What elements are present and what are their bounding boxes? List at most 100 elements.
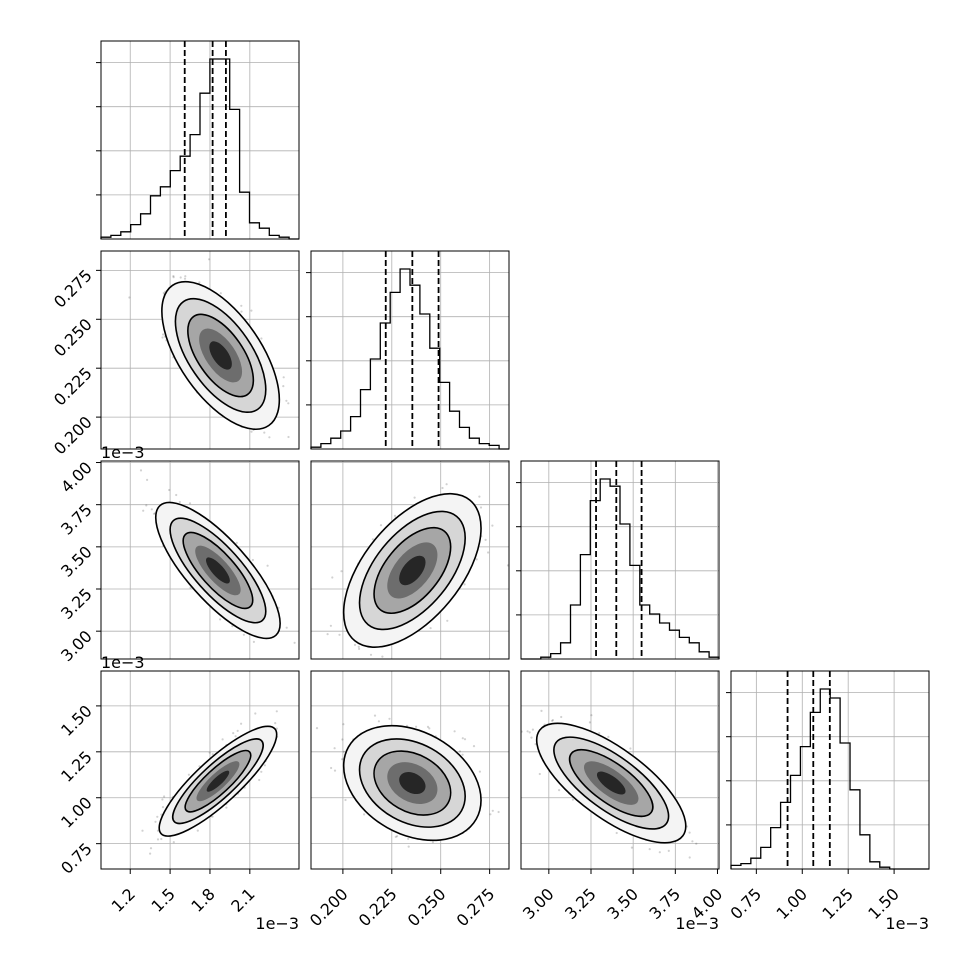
sample-point: [150, 508, 153, 511]
sample-point: [156, 838, 160, 841]
sample-point: [172, 276, 175, 279]
sample-point: [658, 851, 661, 854]
density-level: [209, 341, 232, 370]
sample-point: [315, 727, 319, 730]
sample-point: [234, 735, 237, 738]
sample-point: [236, 729, 239, 733]
sample-point: [326, 633, 329, 636]
contour-line: [174, 297, 267, 414]
sample-point: [491, 809, 494, 812]
sample-point: [175, 493, 178, 497]
sample-point: [139, 469, 143, 472]
sample-point: [240, 310, 243, 313]
panel-frame: [730, 670, 930, 870]
sample-point: [287, 402, 290, 405]
sample-point: [415, 725, 418, 728]
sample-point: [478, 495, 481, 498]
sample-point: [179, 276, 182, 279]
sample-point: [183, 277, 187, 280]
sample-point: [340, 570, 343, 573]
sample-point: [396, 835, 399, 838]
sample-point: [219, 618, 222, 621]
sample-point: [152, 512, 156, 515]
sample-point: [219, 292, 222, 295]
sample-point: [431, 841, 434, 844]
sample-point: [413, 496, 416, 499]
sample-point: [341, 758, 344, 761]
sample-point: [293, 641, 296, 644]
density-level: [206, 770, 230, 792]
sample-point: [484, 538, 487, 542]
sample-point: [551, 719, 555, 722]
sample-point: [240, 722, 243, 725]
sample-point: [461, 753, 464, 756]
sample-point: [282, 376, 285, 379]
contour-line: [373, 526, 452, 615]
panel-frame: [100, 40, 300, 240]
sample-point: [208, 258, 211, 261]
sample-point: [168, 488, 171, 492]
sample-point: [558, 789, 561, 792]
contour-line: [184, 749, 252, 813]
sample-point: [285, 626, 288, 629]
sample-point: [607, 735, 610, 739]
panel-frame: [310, 460, 510, 660]
panel-frame: [310, 670, 510, 870]
sample-point: [472, 745, 476, 748]
sample-point: [254, 712, 257, 715]
sample-point: [428, 727, 431, 730]
scatter-panel-0-3: [100, 670, 300, 870]
contour-line: [373, 750, 452, 816]
sample-point: [363, 813, 366, 816]
contour-line: [358, 738, 466, 828]
histogram-panel-2: [516, 460, 720, 660]
contour-line: [342, 724, 482, 842]
histogram-panel-3: [726, 670, 930, 870]
sample-point: [388, 717, 391, 720]
contour-line: [342, 492, 482, 648]
sample-point: [172, 275, 175, 278]
panel-frame: [100, 670, 300, 870]
sample-point: [461, 737, 464, 740]
sample-point: [373, 714, 377, 717]
sample-point: [211, 753, 214, 756]
sample-point: [275, 727, 278, 730]
sample-point: [242, 633, 245, 636]
contour-line: [187, 313, 255, 398]
sample-point: [475, 558, 478, 561]
panel-content: [141, 710, 279, 855]
scatter-panel-0-1: [100, 250, 300, 450]
sample-point: [235, 541, 238, 545]
sample-point: [282, 385, 285, 388]
histogram-step: [310, 268, 509, 450]
density-level: [205, 557, 230, 584]
sample-point: [225, 806, 228, 809]
sample-point: [149, 852, 152, 855]
contour-line: [158, 725, 278, 837]
sample-point: [526, 730, 529, 733]
contour-line: [154, 501, 281, 640]
sample-point: [453, 730, 456, 733]
sample-point: [377, 720, 380, 723]
sample-point: [381, 655, 384, 658]
panel-content: [128, 258, 290, 439]
sample-point: [208, 751, 211, 754]
sample-point: [161, 336, 164, 339]
sample-point: [458, 750, 461, 753]
sample-point: [221, 738, 224, 741]
sample-point: [598, 732, 601, 735]
panel-frame: [100, 460, 300, 660]
sample-point: [407, 845, 410, 848]
panel-frame: [520, 460, 720, 660]
sample-point: [429, 627, 432, 630]
sample-point: [250, 430, 253, 433]
sample-point: [250, 309, 253, 312]
sample-point: [196, 829, 199, 832]
sample-point: [211, 815, 214, 818]
sample-point: [251, 558, 254, 562]
sample-point: [426, 725, 430, 729]
sample-point: [142, 509, 145, 512]
sample-point: [393, 514, 397, 518]
scatter-panel-2-3: [520, 670, 720, 870]
scatter-panel-0-2: [100, 460, 300, 660]
